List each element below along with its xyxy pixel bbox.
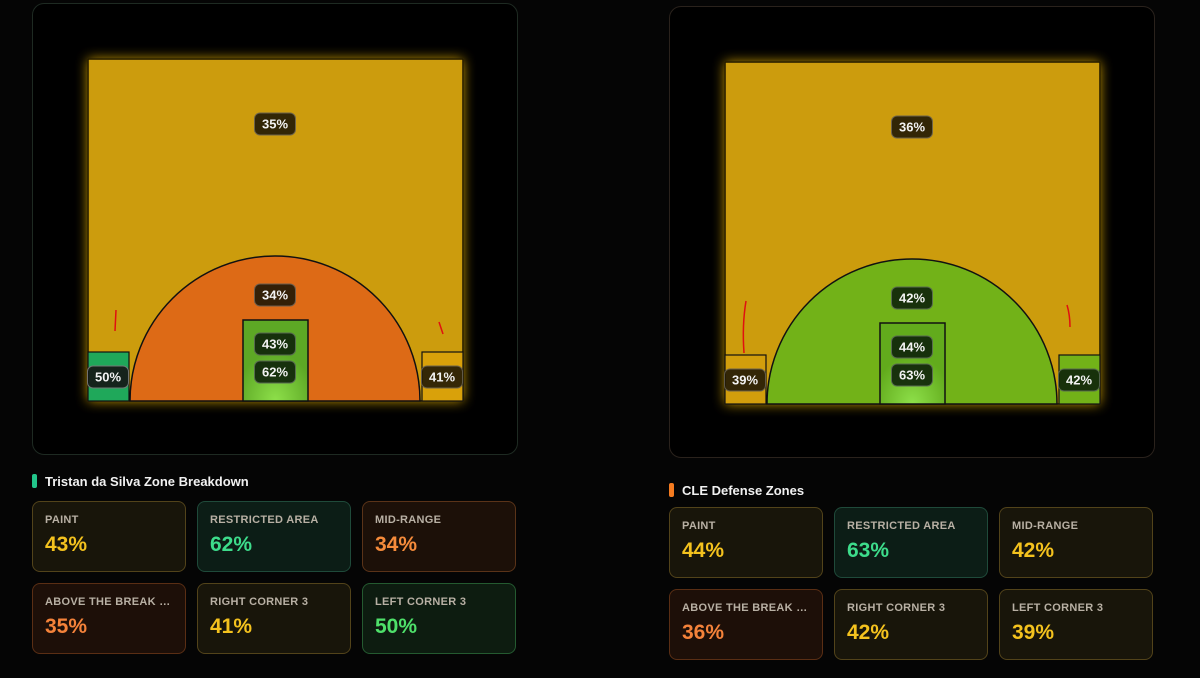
card-paint[interactable]: PAINT 44% (669, 507, 823, 578)
zone-label-restricted: 62% (253, 360, 297, 384)
card-value: 44% (682, 539, 725, 562)
card-mid-range[interactable]: MID-RANGE 42% (999, 507, 1153, 578)
card-above-the-break[interactable]: ABOVE THE BREAK (A... 35% (32, 583, 186, 654)
accent-bar (669, 483, 674, 497)
panel-title-text: Tristan da Silva Zone Breakdown (45, 473, 249, 489)
defense-zone-panel: 36% 42% 44% 63% 39% 42% CLE Defense Zone… (669, 6, 1155, 660)
zone-label-right-corner: 41% (420, 365, 464, 389)
panel-title-text: CLE Defense Zones (682, 482, 805, 498)
card-value: 43% (45, 533, 88, 556)
panel-title: CLE Defense Zones (669, 482, 804, 498)
zone-label-left-corner: 39% (723, 368, 767, 392)
card-value: 35% (45, 615, 88, 638)
card-value: 36% (682, 621, 725, 644)
card-value: 42% (847, 621, 890, 644)
card-label: RIGHT CORNER 3 (847, 602, 946, 614)
card-value: 50% (375, 615, 418, 638)
card-paint[interactable]: PAINT 43% (32, 501, 186, 572)
card-label: RIGHT CORNER 3 (210, 596, 309, 608)
zone-label-above-break: 36% (890, 115, 934, 139)
card-restricted-area[interactable]: RESTRICTED AREA 62% (197, 501, 351, 572)
card-value: 41% (210, 615, 253, 638)
card-label: ABOVE THE BREAK (A... (682, 602, 810, 614)
zone-label-mid-range: 34% (253, 283, 297, 307)
panel-title: Tristan da Silva Zone Breakdown (32, 473, 249, 489)
shot-court-chart: 35% 34% 43% 62% 50% 41% (32, 3, 518, 455)
card-label: ABOVE THE BREAK (A... (45, 596, 173, 608)
card-above-the-break[interactable]: ABOVE THE BREAK (A... 36% (669, 589, 823, 660)
card-label: MID-RANGE (375, 514, 442, 526)
card-value: 63% (847, 539, 890, 562)
card-value: 62% (210, 533, 253, 556)
annotation-mark (742, 300, 747, 354)
zone-label-restricted: 63% (890, 363, 934, 387)
card-left-corner-3[interactable]: LEFT CORNER 3 50% (362, 583, 516, 654)
annotation-mark (114, 309, 117, 332)
card-restricted-area[interactable]: RESTRICTED AREA 63% (834, 507, 988, 578)
card-label: LEFT CORNER 3 (1012, 602, 1104, 614)
card-mid-range[interactable]: MID-RANGE 34% (362, 501, 516, 572)
accent-bar (32, 474, 37, 488)
zone-label-above-break: 35% (253, 112, 297, 136)
zone-label-left-corner: 50% (86, 365, 130, 389)
card-left-corner-3[interactable]: LEFT CORNER 3 39% (999, 589, 1153, 660)
shot-court-chart: 36% 42% 44% 63% 39% 42% (669, 6, 1155, 458)
zone-label-right-corner: 42% (1057, 368, 1101, 392)
card-label: PAINT (45, 514, 79, 526)
annotation-mark (1066, 304, 1071, 328)
card-right-corner-3[interactable]: RIGHT CORNER 3 41% (197, 583, 351, 654)
annotation-mark (438, 321, 444, 335)
card-value: 42% (1012, 539, 1055, 562)
card-value: 34% (375, 533, 418, 556)
card-right-corner-3[interactable]: RIGHT CORNER 3 42% (834, 589, 988, 660)
card-label: MID-RANGE (1012, 520, 1079, 532)
zone-label-paint: 43% (253, 332, 297, 356)
card-label: RESTRICTED AREA (847, 520, 956, 532)
card-label: PAINT (682, 520, 716, 532)
player-zone-panel: 35% 34% 43% 62% 50% 41% Tristan da Silva… (32, 3, 518, 654)
zone-label-paint: 44% (890, 335, 934, 359)
card-value: 39% (1012, 621, 1055, 644)
card-label: LEFT CORNER 3 (375, 596, 467, 608)
zone-label-mid-range: 42% (890, 286, 934, 310)
card-label: RESTRICTED AREA (210, 514, 319, 526)
